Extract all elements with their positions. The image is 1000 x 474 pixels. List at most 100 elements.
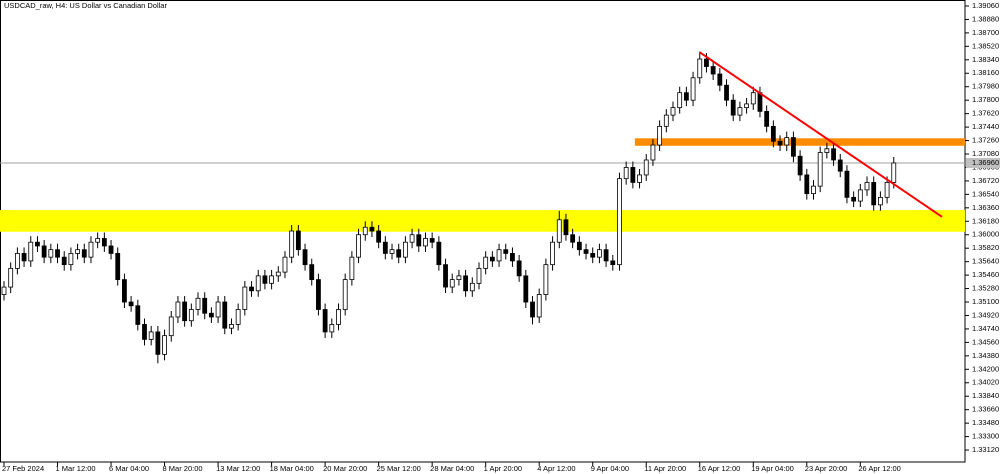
candle-body [704,58,709,67]
candle-body [115,253,121,280]
candle-body [148,331,154,340]
y-tick-label: 1.37260 [972,136,999,145]
chart-title: USDCAD_raw, H4: US Dollar vs Canadian Do… [4,1,167,10]
y-tick-label: 1.37800 [972,95,999,104]
y-tick-label: 1.34560 [972,337,999,346]
candle-body [831,148,836,161]
x-tick-label: 28 Mar 04:00 [430,464,474,473]
candle-body [135,305,141,325]
candle-body [409,234,415,243]
y-tick-label: 1.37080 [972,149,999,158]
candle-body [382,241,388,254]
candle-body [617,178,622,266]
x-tick-label: 13 Mar 12:00 [216,464,260,473]
candle-body [476,267,482,284]
y-tick-label: 1.34920 [972,310,999,319]
candle-body [483,256,489,269]
candle-body [188,309,194,322]
candle-body [449,279,455,288]
y-tick-label: 1.35280 [972,284,999,293]
candle-body [590,253,596,258]
x-tick-label: 1 Apr 20:00 [484,464,522,473]
candle-body [864,182,870,191]
candle-body [871,182,877,206]
candle-body [168,316,174,337]
candle-body [416,234,422,247]
y-tick-label: 1.35820 [972,243,999,252]
candle-body [229,324,234,329]
candle-body [195,297,201,310]
candle-body [469,282,475,292]
candle-body [14,253,20,269]
y-tick-label: 1.36000 [972,230,999,239]
y-tick-label: 1.34020 [972,378,999,387]
y-tick-label: 1.35640 [972,257,999,266]
candle-body [309,264,315,280]
candle-body [750,92,756,105]
x-tick-label: 9 Apr 04:00 [591,464,629,473]
candle-body [336,309,341,325]
candle-body [55,249,60,258]
candle-body [757,92,763,112]
y-tick-label: 1.33300 [972,432,999,441]
candle-body [597,249,602,258]
zone [634,138,965,146]
candle-body [677,92,683,109]
candle-body [737,107,743,116]
candle-body [523,275,529,303]
x-tick-label: 20 Mar 20:00 [323,464,367,473]
candle-body [683,92,689,101]
candle-body [851,196,857,202]
candle-body [61,256,67,266]
candle-body [857,189,863,202]
candle-body [162,335,167,355]
candle-body [550,241,555,266]
y-tick-label: 1.36360 [972,203,999,212]
current-price-label: 1.36960 [972,158,999,167]
y-tick-label: 1.39060 [972,1,999,10]
y-tick-label: 1.36180 [972,216,999,225]
candle-body [28,241,34,262]
candle-body [295,230,301,251]
candle-body [663,114,669,127]
candle-body [21,253,27,262]
candle-body [342,279,348,310]
candle-body [269,275,275,284]
candle-body [637,174,642,183]
y-tick-label: 1.36720 [972,176,999,185]
candle-body [88,241,94,258]
candle-body [489,256,495,262]
y-tick-label: 1.34200 [972,364,999,373]
y-tick-label: 1.35100 [972,297,999,306]
candle-body [576,241,582,251]
x-tick-label: 11 Apr 20:00 [644,464,686,473]
candle-body [356,234,361,258]
candle-body [282,256,288,273]
candle-body [824,148,830,153]
candle-body [804,174,810,195]
candle-body [108,245,114,254]
candle-body [884,182,890,198]
candle-body [182,301,188,322]
candle-body [322,309,328,333]
candle-body [811,185,816,195]
y-tick-label: 1.35460 [972,270,999,279]
y-tick-label: 1.36540 [972,189,999,198]
candle-body [456,275,462,280]
candle-body [436,241,442,266]
candle-body [784,137,790,146]
candle-body [122,279,127,303]
candle-body [603,249,609,262]
candle-body [891,162,897,183]
x-tick-label: 16 Apr 12:00 [698,464,741,473]
candle-body [583,249,589,254]
candle-body [222,301,228,329]
candle-body [650,144,656,161]
y-tick-label: 1.34740 [972,324,999,333]
candle-body [463,275,469,292]
candle-body [8,267,14,288]
candle-body [817,152,823,187]
y-tick-label: 1.38880 [972,14,999,23]
candle-body [837,159,843,172]
